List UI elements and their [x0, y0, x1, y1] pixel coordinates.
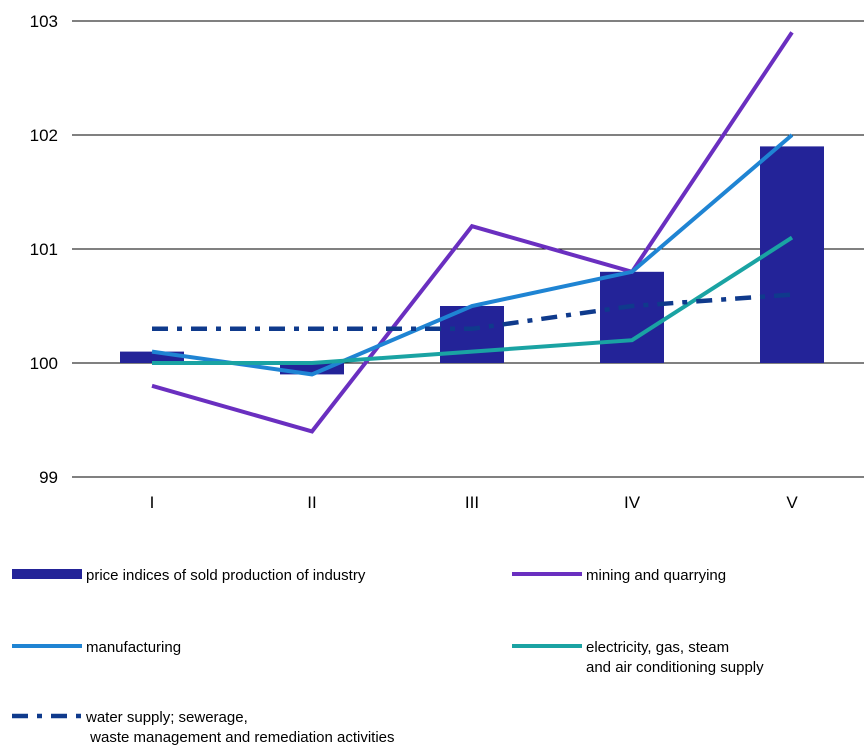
legend-label: manufacturing: [86, 639, 181, 656]
x-tick-label: III: [465, 493, 479, 512]
y-tick-label: 101: [30, 240, 58, 259]
bar: [120, 351, 184, 363]
x-tick-label: V: [786, 493, 798, 512]
y-tick-label: 102: [30, 126, 58, 145]
y-tick-label: 103: [30, 12, 58, 31]
series-line: [151, 133, 794, 377]
legend-label: and air conditioning supply: [586, 659, 764, 676]
legend-item: electricity, gas, steam and air condition…: [512, 639, 764, 676]
legend-item: mining and quarrying: [512, 567, 726, 584]
x-tick-label: I: [150, 493, 155, 512]
bar: [600, 271, 664, 363]
y-tick-label: 99: [39, 468, 58, 487]
legend-item: manufacturing: [12, 639, 181, 656]
y-tick-label: 100: [30, 354, 58, 373]
legend-item: price indices of sold production of indu…: [12, 567, 366, 584]
legend-item: water supply; sewerage, waste management…: [12, 709, 395, 746]
line-series: [151, 31, 794, 434]
series-line: [152, 292, 793, 332]
x-tick-label: IV: [624, 493, 641, 512]
gridlines: [72, 20, 864, 478]
bar: [280, 363, 344, 375]
x-axis: I II III IV V: [150, 493, 799, 512]
legend-label: electricity, gas, steam: [586, 639, 729, 656]
x-tick-label: II: [307, 493, 316, 512]
series-line: [152, 235, 794, 365]
series-line: [151, 31, 794, 434]
legend-label: water supply; sewerage,: [85, 709, 248, 726]
legend-label: price indices of sold production of indu…: [86, 567, 366, 584]
legend-swatch: [12, 569, 82, 579]
legend: price indices of sold production of indu…: [12, 567, 764, 746]
bar-series: [120, 146, 824, 375]
legend-label: mining and quarrying: [586, 567, 726, 584]
legend-label: waste management and remediation activit…: [86, 729, 395, 746]
y-axis: 99 100 101 102 103: [30, 12, 58, 487]
bar: [760, 146, 824, 363]
